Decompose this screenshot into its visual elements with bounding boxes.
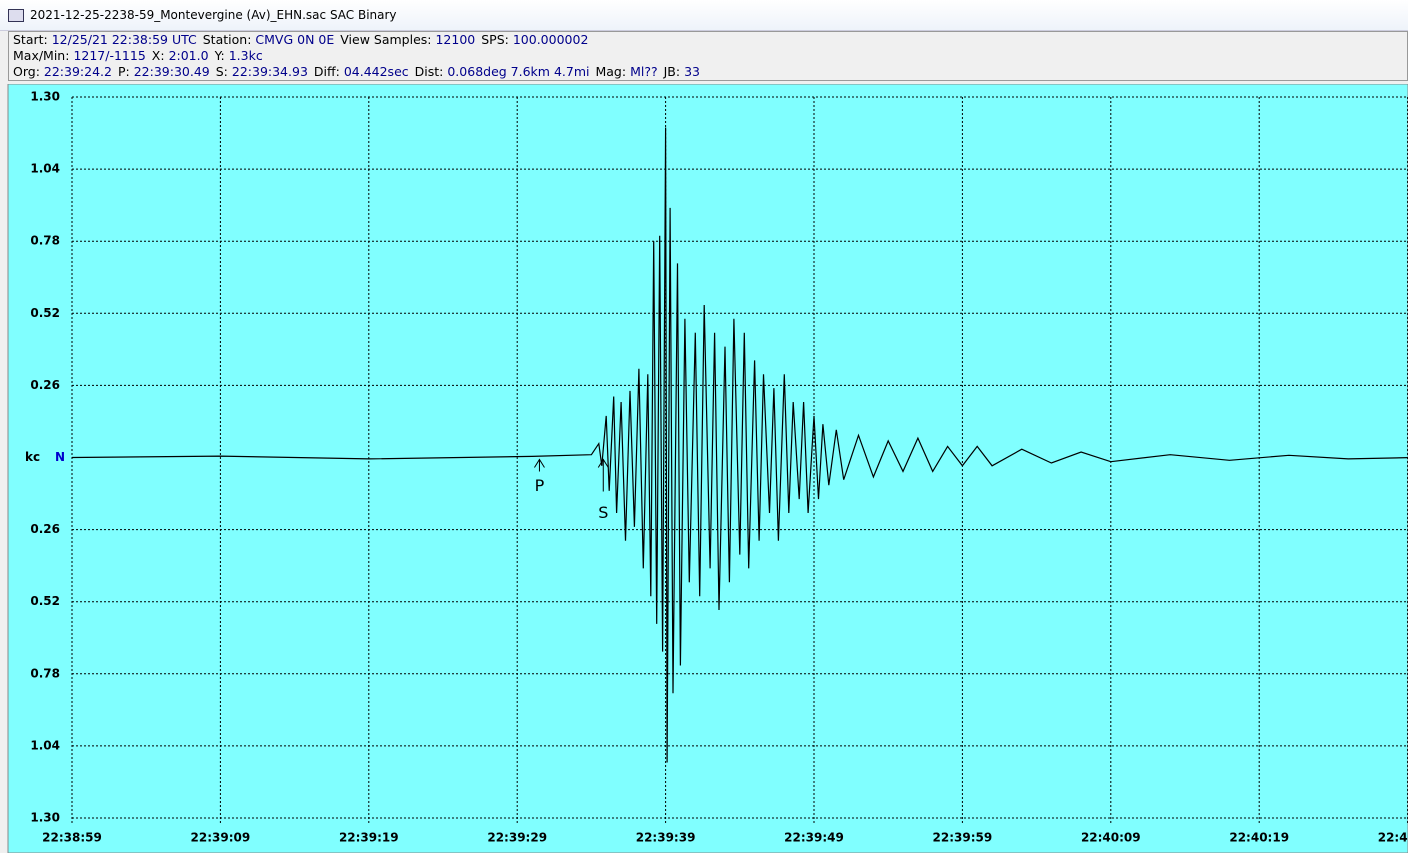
y-tick-label: 1.30 <box>30 90 60 104</box>
info-value: 22:39:24.2 <box>43 64 112 79</box>
phase-label: P <box>535 476 545 495</box>
seismogram: 1.30 1.04 0.78 0.52 0.26 0.26 0.52 0.78 1.04 1.30… <box>7 84 1408 853</box>
x-tick-label: 22:40:29 <box>1378 831 1408 845</box>
x-tick-label: 22:39:59 <box>933 831 993 845</box>
x-tick-label: 22:38:59 <box>42 831 102 845</box>
info-label: Mag: <box>595 64 627 79</box>
y-tick-label: 1.04 <box>30 738 60 752</box>
y-tick-label: 0.78 <box>30 234 60 248</box>
info-line: Max/Min: 1217/-1115 X: 2:01.0 Y: 1.3kc <box>9 48 1407 64</box>
y-unit: kc <box>25 450 40 464</box>
info-value: CMVG 0N 0E <box>255 32 335 47</box>
phase-arrow <box>597 458 609 492</box>
y-tick-label: 0.26 <box>30 378 60 392</box>
info-label: SPS: <box>481 32 509 47</box>
y-tick-label: 0.26 <box>30 522 60 536</box>
info-line: Start: 12/25/21 22:38:59 UTC Station: CMV… <box>9 32 1407 48</box>
info-label: P: <box>117 64 130 79</box>
info-label: Org: <box>13 64 40 79</box>
info-value: 12/25/21 22:38:59 UTC <box>51 32 197 47</box>
info-value: 2:01.0 <box>168 48 209 63</box>
info-label: Y: <box>214 48 225 63</box>
title-bar: 2021-12-25-2238-59_Montevergine (Av)_EHN… <box>0 0 1408 31</box>
info-label: Station: <box>202 32 252 47</box>
info-panel: Start: 12/25/21 22:38:59 UTC Station: CMV… <box>8 31 1408 81</box>
info-label: Diff: <box>313 64 340 79</box>
info-value: 1217/-1115 <box>73 48 146 63</box>
y-tick-label: 0.52 <box>30 594 60 608</box>
y-tick-label: 0.78 <box>30 666 60 680</box>
x-tick-label: 22:39:09 <box>191 831 251 845</box>
info-label: S: <box>215 64 228 79</box>
info-value: 22:39:34.93 <box>231 64 308 79</box>
y-tick-label: 1.04 <box>30 162 60 176</box>
info-value: 04.442sec <box>343 64 409 79</box>
info-line: Org: 22:39:24.2 P: 22:39:30.49 S: 22:39:34… <box>9 64 1407 80</box>
y-tick-label: 1.30 <box>30 811 60 825</box>
info-value: 22:39:30.49 <box>133 64 210 79</box>
y-tick-label: 0.52 <box>30 306 60 320</box>
x-tick-label: 22:40:09 <box>1081 831 1141 845</box>
channel-label: N <box>55 450 65 464</box>
phase-label: S <box>598 503 608 522</box>
x-tick-label: 22:40:19 <box>1229 831 1289 845</box>
phase-arrow <box>534 458 545 472</box>
info-label: X: <box>151 48 165 63</box>
info-value: Ml?? <box>630 64 658 79</box>
info-value: 1.3kc <box>228 48 263 63</box>
trace <box>71 127 1408 763</box>
info-label: Start: <box>13 32 48 47</box>
info-label: Max/Min: <box>13 48 70 63</box>
app-icon <box>8 9 24 22</box>
window-title: 2021-12-25-2238-59_Montevergine (Av)_EHN… <box>30 8 397 22</box>
x-tick-label: 22:39:39 <box>636 831 696 845</box>
x-tick-label: 22:39:49 <box>784 831 844 845</box>
x-tick-label: 22:39:29 <box>487 831 547 845</box>
info-label: View Samples: <box>340 32 432 47</box>
x-tick-label: 22:39:19 <box>339 831 399 845</box>
info-value: 33 <box>684 64 700 79</box>
info-label: Dist: <box>414 64 444 79</box>
info-label: JB: <box>663 64 681 79</box>
info-value: 12100 <box>435 32 476 47</box>
info-value: 0.068deg 7.6km 4.7mi <box>447 64 590 79</box>
info-value: 100.000002 <box>512 32 589 47</box>
